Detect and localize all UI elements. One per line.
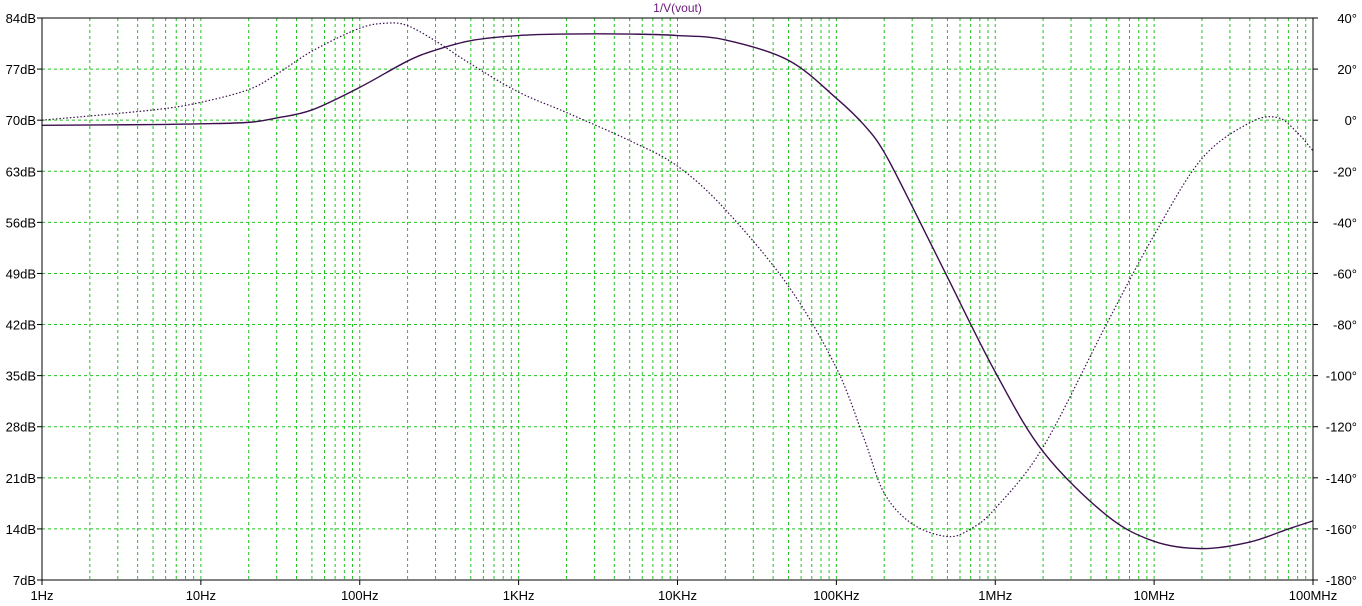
x-tick-label: 1MHz xyxy=(978,588,1012,603)
x-tick-label: 10Hz xyxy=(186,588,216,603)
x-tick-label: 100MHz xyxy=(1289,588,1337,603)
y-left-tick-label: 84dB xyxy=(6,11,36,26)
y-right-tick-label: 40° xyxy=(1337,11,1357,26)
y-right-tick-label: 0° xyxy=(1345,113,1357,128)
x-tick-label: 100KHz xyxy=(813,588,859,603)
y-right-tick-label: -40° xyxy=(1333,215,1357,230)
y-left-tick-label: 56dB xyxy=(6,215,36,230)
series-line-magnitude xyxy=(41,33,1314,550)
y-right-tick-label: 20° xyxy=(1337,62,1357,77)
y-left-tick-label: 42dB xyxy=(6,318,36,333)
x-tick-label: 10MHz xyxy=(1134,588,1175,603)
y-right-tick-label: -80° xyxy=(1333,318,1357,333)
y-left-tick-label: 35dB xyxy=(6,369,36,384)
axis-ticks: 84dB 77dB 70dB 63dB 56dB 49dB 42dB 35dB 28dB 21dB… xyxy=(6,11,1357,603)
y-right-tick-label: -140° xyxy=(1326,471,1357,486)
x-tick-label: 10KHz xyxy=(658,588,697,603)
x-tick-label: 1KHz xyxy=(503,588,535,603)
y-left-tick-label: 63dB xyxy=(6,164,36,179)
chart-title: 1/V(vout) xyxy=(653,1,702,15)
y-right-tick-label: -160° xyxy=(1326,522,1357,537)
x-tick-label: 1Hz xyxy=(30,588,53,603)
y-right-tick-label: -180° xyxy=(1326,573,1357,588)
y-right-tick-label: -60° xyxy=(1333,266,1357,281)
y-right-tick-label: -20° xyxy=(1333,164,1357,179)
y-right-tick-label: -100° xyxy=(1326,369,1357,384)
y-left-tick-label: 14dB xyxy=(6,522,36,537)
y-right-tick-label: -120° xyxy=(1326,420,1357,435)
y-left-tick-label: 70dB xyxy=(6,113,36,128)
y-left-tick-label: 7dB xyxy=(13,573,36,588)
trace-lines xyxy=(41,22,1314,550)
y-left-tick-label: 49dB xyxy=(6,266,36,281)
x-tick-label: 100Hz xyxy=(341,588,379,603)
y-left-tick-label: 28dB xyxy=(6,420,36,435)
y-left-tick-label: 77dB xyxy=(6,62,36,77)
grid-lines xyxy=(42,18,1313,580)
y-left-tick-label: 21dB xyxy=(6,471,36,486)
series-line-phase xyxy=(41,22,1314,538)
